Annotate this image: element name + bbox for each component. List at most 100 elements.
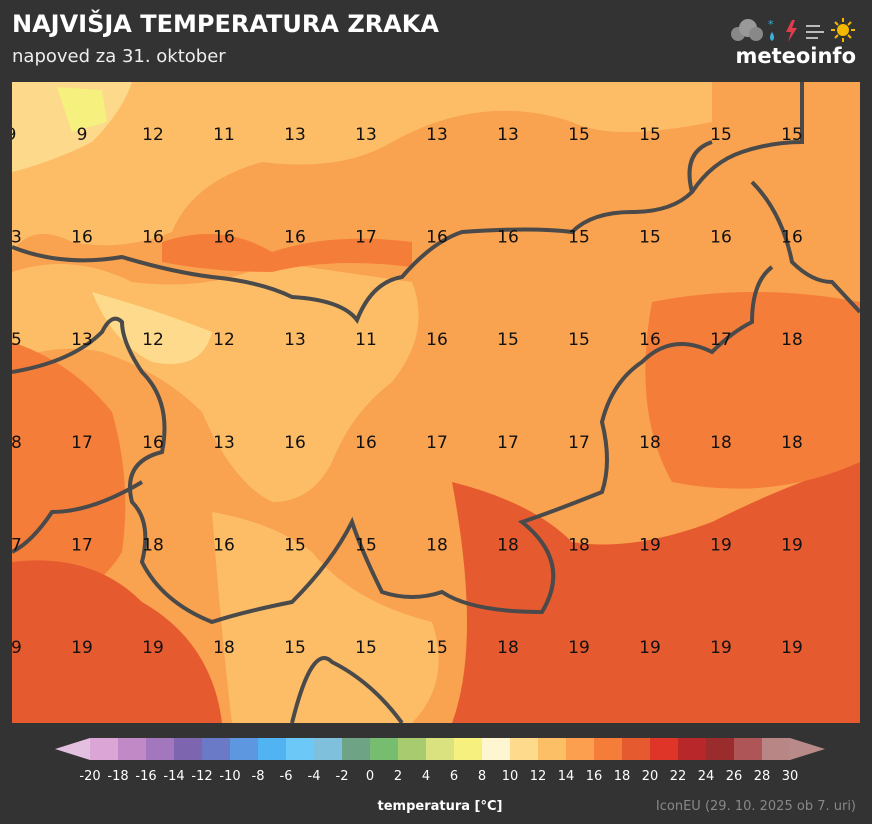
grid-value: 16 bbox=[142, 228, 164, 248]
colorbar-tick-label: 0 bbox=[366, 769, 374, 784]
logo: meteoinfo bbox=[735, 44, 856, 68]
grid-value: 18 bbox=[213, 638, 235, 658]
colorbar-tick-label: 16 bbox=[586, 769, 603, 784]
grid-value: 17 bbox=[71, 433, 93, 453]
grid-value: 13 bbox=[213, 433, 235, 453]
grid-value: 18 bbox=[639, 433, 661, 453]
colorbar-tick-label: 18 bbox=[614, 769, 631, 784]
colorbar-cell bbox=[258, 738, 287, 760]
colorbar-cell bbox=[342, 738, 371, 760]
colorbar: temperatura [°C] IconEU (29. 10. 2025 ob… bbox=[55, 738, 856, 814]
grid-value: 19 bbox=[781, 535, 803, 555]
grid-value: 17 bbox=[426, 433, 448, 453]
grid-value: 19 bbox=[71, 638, 93, 658]
colorbar-tick-label: -4 bbox=[308, 769, 321, 784]
grid-value: 13 bbox=[497, 125, 519, 145]
grid-value: 16 bbox=[426, 228, 448, 248]
colorbar-cell bbox=[622, 738, 651, 760]
colorbar-tick-label: -20 bbox=[79, 769, 100, 784]
grid-value: 15 bbox=[639, 228, 661, 248]
grid-value: 15 bbox=[568, 125, 590, 145]
colorbar-cell bbox=[146, 738, 175, 760]
colorbar-tick-label: 2 bbox=[394, 769, 402, 784]
grid-value: 17 bbox=[497, 433, 519, 453]
colorbar-tick-label: -18 bbox=[107, 769, 128, 784]
colorbar-cell bbox=[594, 738, 623, 760]
colorbar-tick-label: -10 bbox=[219, 769, 240, 784]
colorbar-cell bbox=[230, 738, 259, 760]
colorbar-cell bbox=[314, 738, 343, 760]
grid-value: 9 bbox=[12, 125, 16, 145]
colorbar-tick-label: 22 bbox=[670, 769, 687, 784]
grid-value: 16 bbox=[497, 228, 519, 248]
weather-icons: * bbox=[731, 18, 855, 42]
map: 9 9 12 11 13 13 13 13 15 15 15 15 13 16 16 16 16 17 16 16 15… bbox=[12, 82, 860, 723]
colorbar-cell bbox=[174, 738, 203, 760]
grid-value: 19 bbox=[142, 638, 164, 658]
grid-value: 15 bbox=[568, 228, 590, 248]
grid-value: 17 bbox=[710, 330, 732, 350]
grid-value: 13 bbox=[71, 330, 93, 350]
subtitle: napoved za 31. oktober bbox=[12, 46, 226, 67]
grid-value: 15 bbox=[781, 125, 803, 145]
grid-value: 16 bbox=[284, 228, 306, 248]
grid-value: 13 bbox=[355, 125, 377, 145]
grid-value: 15 bbox=[639, 125, 661, 145]
grid-value: 18 bbox=[497, 535, 519, 555]
colorbar-tick-label: -6 bbox=[280, 769, 293, 784]
colorbar-tick-label: 14 bbox=[558, 769, 575, 784]
grid-value: 11 bbox=[213, 125, 235, 145]
grid-value: 15 bbox=[568, 330, 590, 350]
colorbar-cell bbox=[118, 738, 147, 760]
colorbar-tick-label: 12 bbox=[530, 769, 547, 784]
colorbar-tick-label: 6 bbox=[450, 769, 458, 784]
grid-value: 16 bbox=[710, 228, 732, 248]
colorbar-cell bbox=[426, 738, 455, 760]
colorbar-cell bbox=[90, 738, 119, 760]
grid-value: 16 bbox=[213, 228, 235, 248]
grid-value: 16 bbox=[213, 535, 235, 555]
grid-value: 18 bbox=[568, 535, 590, 555]
colorbar-tick-label: -14 bbox=[163, 769, 184, 784]
colorbar-tick-label: 20 bbox=[642, 769, 659, 784]
colorbar-cell bbox=[510, 738, 539, 760]
grid-value: 9 bbox=[77, 125, 88, 145]
colorbar-cell bbox=[678, 738, 707, 760]
colorbar-under bbox=[55, 738, 90, 760]
grid-value: 15 bbox=[355, 638, 377, 658]
colorbar-cell bbox=[762, 738, 791, 760]
colorbar-cell bbox=[482, 738, 511, 760]
grid-value: 15 bbox=[710, 125, 732, 145]
grid-value: 12 bbox=[142, 125, 164, 145]
grid-value: 13 bbox=[284, 125, 306, 145]
grid-value: 17 bbox=[568, 433, 590, 453]
grid-value: 13 bbox=[12, 228, 22, 248]
grid-value: 15 bbox=[284, 638, 306, 658]
map-canvas: 9 9 12 11 13 13 13 13 15 15 15 15 13 16 16 16 16 17 16 16 15… bbox=[12, 82, 860, 723]
grid-value: 19 bbox=[568, 638, 590, 658]
colorbar-cell bbox=[734, 738, 763, 760]
colorbar-cell bbox=[650, 738, 679, 760]
grid-value: 19 bbox=[710, 638, 732, 658]
colorbar-tick-label: -8 bbox=[252, 769, 265, 784]
colorbar-tick-label: 4 bbox=[422, 769, 430, 784]
grid-value: 12 bbox=[213, 330, 235, 350]
grid-value: 15 bbox=[355, 535, 377, 555]
colorbar-cell bbox=[706, 738, 735, 760]
colorbar-cell bbox=[454, 738, 483, 760]
grid-value: 18 bbox=[426, 535, 448, 555]
colorbar-tick-label: 24 bbox=[698, 769, 715, 784]
grid-value: 16 bbox=[639, 330, 661, 350]
grid-value: 15 bbox=[284, 535, 306, 555]
grid-value: 13 bbox=[426, 125, 448, 145]
colorbar-cell bbox=[370, 738, 399, 760]
grid-value: 11 bbox=[355, 330, 377, 350]
grid-value: 16 bbox=[142, 433, 164, 453]
grid-value: 16 bbox=[355, 433, 377, 453]
grid-value: 19 bbox=[639, 638, 661, 658]
grid-value: 19 bbox=[639, 535, 661, 555]
colorbar-tick-label: 10 bbox=[502, 769, 519, 784]
grid-value: 16 bbox=[781, 228, 803, 248]
grid-value: 16 bbox=[71, 228, 93, 248]
